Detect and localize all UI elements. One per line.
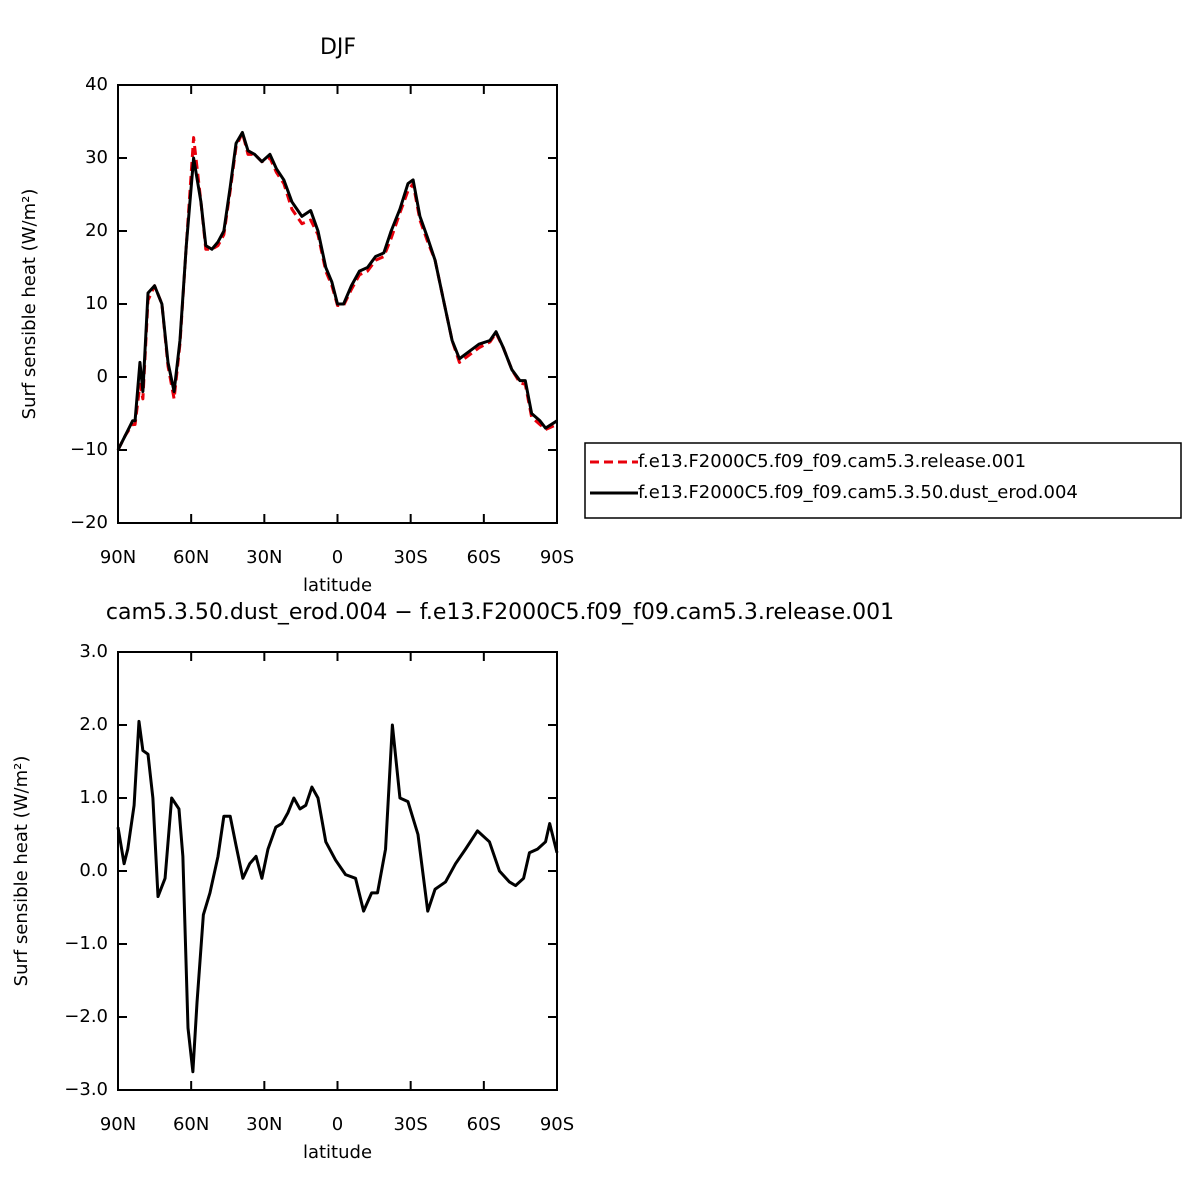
x-tick-label: 60N xyxy=(173,1114,209,1135)
y-tick-label: −20 xyxy=(70,512,108,533)
y-tick-label: 0.0 xyxy=(79,860,108,881)
x-tick-label: 90S xyxy=(540,547,574,568)
legend-box xyxy=(584,442,1182,519)
y-tick-label: 0 xyxy=(97,366,108,387)
x-axis-label: latitude xyxy=(303,1142,372,1163)
y-tick-label: 40 xyxy=(85,74,108,95)
legend-label: f.e13.F2000C5.f09_f09.cam5.3.release.001 xyxy=(638,451,1026,472)
chart-title: cam5.3.50.dust_erod.004 − f.e13.F2000C5.… xyxy=(106,600,894,625)
data-line xyxy=(116,719,559,1074)
x-tick-label: 60S xyxy=(467,547,501,568)
y-tick-label: 1.0 xyxy=(79,787,108,808)
x-axis-label: latitude xyxy=(303,575,372,596)
y-tick-label: 30 xyxy=(85,147,108,168)
y-tick-label: −2.0 xyxy=(64,1006,108,1027)
x-tick-label: 30N xyxy=(246,1114,282,1135)
x-tick-label: 30S xyxy=(393,1114,427,1135)
x-tick-label: 90N xyxy=(100,547,136,568)
y-axis-label: Surf sensible heat (W/m²) xyxy=(11,756,32,987)
y-tick-label: −10 xyxy=(70,439,108,460)
y-tick-label: 20 xyxy=(85,220,108,241)
data-line xyxy=(116,130,558,451)
x-tick-label: 90N xyxy=(100,1114,136,1135)
x-tick-label: 30N xyxy=(246,547,282,568)
x-tick-label: 60S xyxy=(467,1114,501,1135)
y-tick-label: 3.0 xyxy=(79,641,108,662)
x-tick-label: 30S xyxy=(393,547,427,568)
x-tick-label: 90S xyxy=(540,1114,574,1135)
y-tick-label: −1.0 xyxy=(64,933,108,954)
x-tick-label: 0 xyxy=(332,547,343,568)
legend-label: f.e13.F2000C5.f09_f09.cam5.3.50.dust_ero… xyxy=(638,482,1078,503)
y-tick-label: −3.0 xyxy=(64,1079,108,1100)
x-tick-label: 60N xyxy=(173,547,209,568)
y-tick-label: 2.0 xyxy=(79,714,108,735)
chart-title: DJF xyxy=(320,35,356,60)
y-tick-label: 10 xyxy=(85,293,108,314)
x-tick-label: 0 xyxy=(332,1114,343,1135)
y-axis-label: Surf sensible heat (W/m²) xyxy=(19,189,40,420)
